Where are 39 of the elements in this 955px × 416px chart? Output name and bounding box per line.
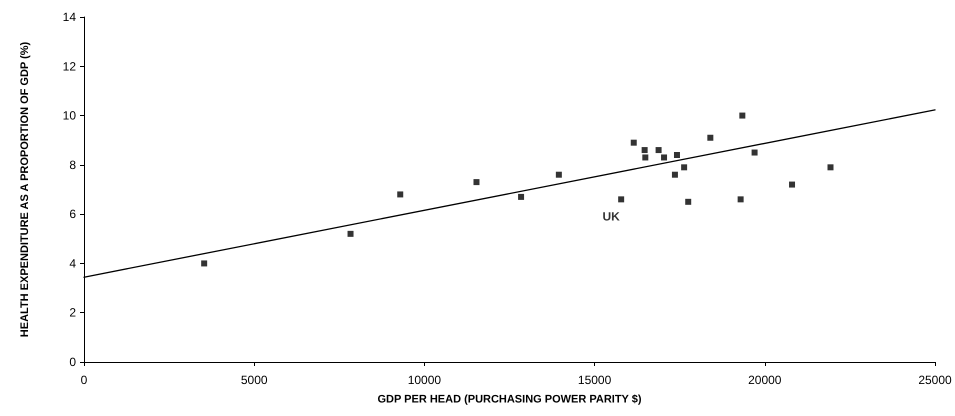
x-tick-label: 5000 (240, 373, 268, 387)
point (685, 198, 692, 205)
point (397, 191, 404, 198)
y-tick-label: 0 (69, 355, 76, 369)
point (827, 164, 834, 170)
point (789, 182, 796, 188)
point (674, 152, 680, 158)
y-tick-label: 14 (62, 10, 76, 24)
point (681, 164, 688, 170)
x-tick-label: 0 (80, 373, 88, 387)
x-axis-title: GDP PER HEAD (PURCHASING POWER PARITY $) (377, 394, 642, 406)
point (348, 230, 354, 237)
point (473, 179, 480, 186)
point (752, 150, 758, 156)
point (707, 134, 714, 141)
point (656, 147, 662, 154)
y-axis-title: HEALTH EXPENDITURE AS A PROPORTION OF GDP (%) (19, 41, 31, 338)
point (672, 172, 678, 178)
x-tick-label: 25000 (918, 373, 952, 387)
point (618, 196, 624, 202)
point (661, 154, 668, 160)
point (630, 140, 637, 146)
point (739, 112, 746, 119)
y-tick-label: 10 (62, 108, 76, 123)
y-tick-label: 6 (69, 207, 76, 222)
x-tick-label: 20000 (748, 373, 782, 387)
y-tick-label: 8 (69, 158, 76, 172)
x-tick-label: 10000 (408, 373, 442, 387)
annotation: UK (602, 209, 620, 224)
point (201, 260, 208, 266)
y-tick-label: 12 (62, 59, 76, 74)
point (556, 172, 562, 178)
point (642, 147, 648, 154)
y-tick-label: 4 (69, 256, 76, 270)
point (738, 196, 744, 202)
y-tick-label: 2 (69, 306, 76, 320)
point (642, 154, 648, 160)
point (518, 194, 524, 200)
x-tick-label: 15000 (578, 373, 612, 387)
